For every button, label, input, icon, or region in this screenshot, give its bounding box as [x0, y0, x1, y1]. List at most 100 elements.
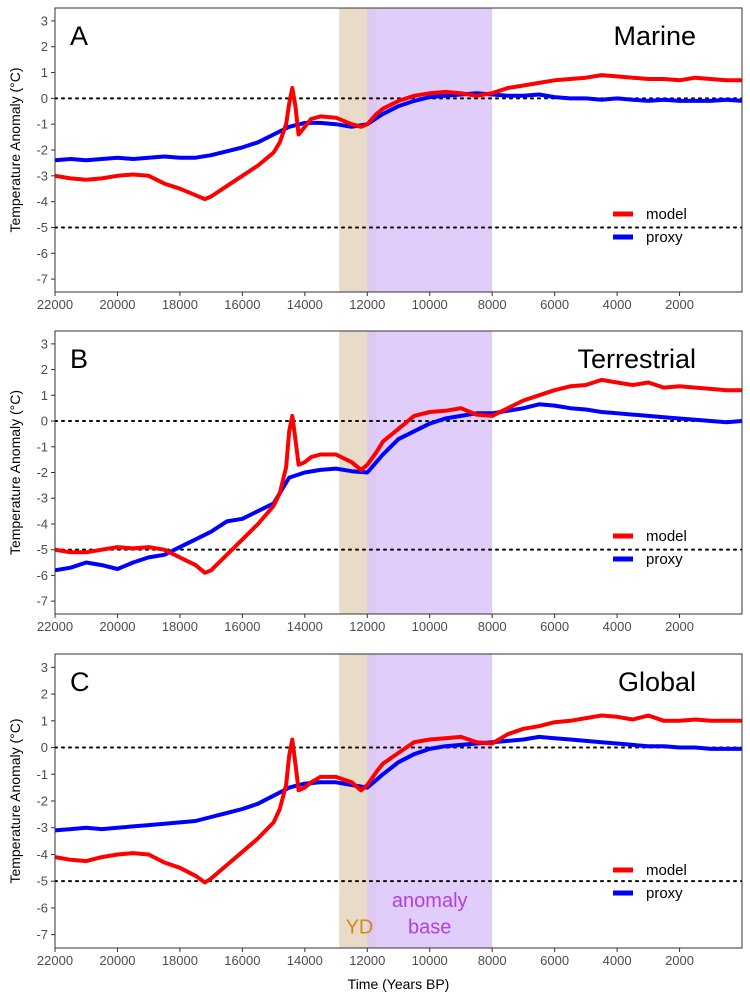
y-tick-label: 3	[41, 13, 48, 28]
y-tick-label: 0	[41, 414, 48, 429]
x-tick-label: 10000	[412, 619, 448, 634]
y-tick-label: 2	[41, 687, 48, 702]
legend-label-model: model	[646, 862, 687, 879]
plot-area	[55, 8, 742, 292]
x-tick-label: 20000	[99, 297, 135, 312]
x-tick-label: 6000	[540, 953, 569, 968]
x-tick-label: 18000	[162, 953, 198, 968]
y-tick-label: 3	[41, 660, 48, 675]
y-tick-label: -6	[36, 246, 48, 261]
x-tick-label: 22000	[37, 953, 73, 968]
series-line-proxy	[55, 91, 742, 163]
annotation-base: base	[408, 917, 451, 939]
panel-letter: C	[70, 667, 90, 697]
x-tick-label: 14000	[287, 953, 323, 968]
legend-label-proxy: proxy	[646, 885, 683, 902]
x-tick-label: 14000	[287, 297, 323, 312]
x-tick-label: 2000	[665, 953, 694, 968]
x-tick-label: 2000	[665, 619, 694, 634]
y-tick-label: 2	[41, 362, 48, 377]
legend-label-model: model	[646, 528, 687, 545]
panel-title: Terrestrial	[577, 344, 696, 374]
anomaly-base-shaded-band	[367, 654, 493, 948]
y-tick-label: 0	[41, 91, 48, 106]
panel-letter: A	[70, 21, 88, 51]
legend-label-proxy: proxy	[646, 229, 683, 246]
y-axis-title: Temperature Anomaly (°C)	[7, 67, 23, 232]
legend-label-proxy: proxy	[646, 551, 683, 568]
series-line-model	[55, 377, 742, 575]
y-tick-label: -5	[36, 220, 48, 235]
x-tick-label: 20000	[99, 953, 135, 968]
y-tick-label: -2	[36, 794, 48, 809]
y-tick-label: -6	[36, 900, 48, 915]
y-tick-label: 0	[41, 740, 48, 755]
chart-panel-c: 3 2 1 0 -1 -2 -3 -4 -5 -6 -7 22000 20000 18000 16000 14…	[7, 653, 743, 992]
plot-area	[55, 331, 742, 614]
series-line-model	[55, 73, 742, 202]
y-tick-label: 1	[41, 713, 48, 728]
x-tick-label: 8000	[478, 297, 507, 312]
legend-label-model: model	[646, 206, 687, 223]
y-tick-label: 2	[41, 39, 48, 54]
x-tick-label: 4000	[603, 953, 632, 968]
x-tick-label: 12000	[349, 619, 385, 634]
x-tick-label: 22000	[37, 297, 73, 312]
x-tick-label: 16000	[224, 297, 260, 312]
x-axis-title: Time (Years BP)	[348, 976, 450, 992]
anomaly-base-shaded-band	[367, 8, 493, 292]
y-tick-label: -7	[36, 272, 48, 287]
x-tick-label: 8000	[478, 619, 507, 634]
y-tick-label: -7	[36, 594, 48, 609]
y-tick-label: -1	[36, 439, 48, 454]
y-axis-title: Temperature Anomaly (°C)	[7, 390, 23, 555]
y-tick-label: -1	[36, 117, 48, 132]
x-tick-label: 20000	[99, 619, 135, 634]
y-tick-label: -2	[36, 143, 48, 158]
y-axis-title: Temperature Anomaly (°C)	[7, 718, 23, 883]
x-tick-label: 22000	[37, 619, 73, 634]
x-tick-label: 12000	[349, 953, 385, 968]
chart-panel-a: 3 2 1 0 -1 -2 -3 -4 -5 -6 -7 22000 20000 18000 16000 14…	[7, 7, 743, 312]
plot-area	[55, 654, 742, 948]
x-tick-label: 8000	[478, 953, 507, 968]
x-tick-label: 4000	[603, 297, 632, 312]
x-tick-label: 10000	[412, 297, 448, 312]
panel-letter: B	[70, 344, 88, 374]
x-tick-label: 16000	[224, 619, 260, 634]
y-tick-label: -5	[36, 542, 48, 557]
y-tick-label: -3	[36, 820, 48, 835]
y-tick-label: -4	[36, 847, 48, 862]
y-tick-label: -7	[36, 927, 48, 942]
y-tick-label: -4	[36, 516, 48, 531]
x-tick-label: 4000	[603, 619, 632, 634]
panel-title: Global	[618, 667, 696, 697]
x-tick-label: 14000	[287, 619, 323, 634]
anomaly-base-shaded-band	[367, 331, 493, 614]
y-tick-label: -5	[36, 874, 48, 889]
y-tick-label: 1	[41, 65, 48, 80]
x-tick-label: 10000	[412, 953, 448, 968]
y-tick-label: 1	[41, 388, 48, 403]
panel-title: Marine	[613, 21, 696, 51]
series-line-proxy	[55, 734, 742, 833]
chart-panel-b: 3 2 1 0 -1 -2 -3 -4 -5 -6 -7 22000 20000 18000 16000 14…	[7, 330, 743, 634]
annotation-yd: YD	[346, 917, 374, 939]
x-tick-label: 16000	[224, 953, 260, 968]
x-tick-label: 6000	[540, 619, 569, 634]
y-tick-label: -2	[36, 465, 48, 480]
x-tick-label: 6000	[540, 297, 569, 312]
y-tick-label: -3	[36, 491, 48, 506]
y-tick-label: 3	[41, 336, 48, 351]
x-tick-label: 18000	[162, 297, 198, 312]
annotation-anomaly: anomaly	[392, 890, 468, 912]
y-tick-label: -6	[36, 568, 48, 583]
y-tick-label: -1	[36, 767, 48, 782]
y-tick-label: -4	[36, 194, 48, 209]
series-line-model	[55, 713, 742, 885]
x-tick-label: 2000	[665, 297, 694, 312]
x-tick-label: 12000	[349, 297, 385, 312]
x-tick-label: 18000	[162, 619, 198, 634]
y-tick-label: -3	[36, 168, 48, 183]
